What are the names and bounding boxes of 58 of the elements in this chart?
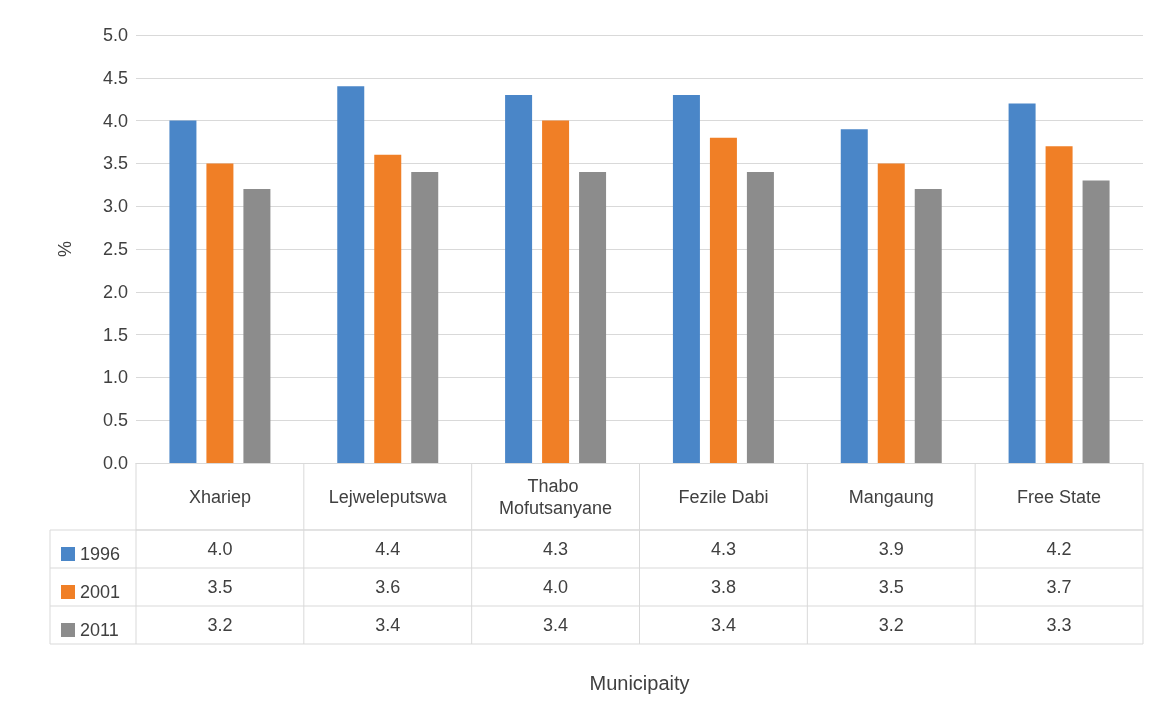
bar: [672, 94, 700, 463]
bar: [169, 120, 197, 463]
x-tick-label: Thabo Mofutsanyane: [499, 475, 613, 518]
data-label: 3.7: [1046, 577, 1072, 597]
bar: [411, 171, 439, 463]
y-tick-label: 2.0: [102, 281, 128, 302]
data-label: 4.3: [543, 539, 569, 559]
bar: [1082, 180, 1110, 463]
x-tick-label: Lejweleputswa: [328, 486, 448, 507]
bar: [206, 163, 234, 463]
data-label: 3.5: [207, 577, 233, 597]
data-label: 4.0: [543, 577, 569, 597]
bar: [914, 189, 942, 463]
data-label: 3.8: [710, 577, 736, 597]
legend-label: 1996: [80, 544, 121, 564]
data-label: 3.4: [543, 615, 569, 635]
bar: [709, 137, 737, 463]
bar: [1045, 146, 1073, 463]
bar: [337, 86, 365, 463]
y-tick-label: 1.5: [102, 324, 128, 345]
legend-label: 2001: [80, 582, 121, 602]
data-label: 3.2: [207, 615, 233, 635]
y-tick-label: 4.5: [102, 67, 128, 88]
bar: [877, 163, 905, 463]
y-tick-label: 2.5: [102, 239, 128, 259]
data-label: 4.0: [207, 539, 233, 559]
y-tick-label: 5.0: [102, 25, 128, 45]
y-tick-label: 3.5: [102, 153, 128, 174]
bar: [243, 189, 271, 463]
data-label: 3.3: [1046, 615, 1072, 635]
data-label: 3.4: [710, 615, 736, 635]
y-tick-label: 0.0: [102, 453, 128, 473]
x-tick-label: Fezile Dabi: [678, 486, 769, 507]
data-label: 3.9: [878, 539, 904, 559]
data-label: 3.2: [878, 615, 904, 635]
data-label: 4.4: [375, 539, 401, 559]
data-label: 3.4: [375, 615, 401, 635]
data-label: 4.2: [1046, 539, 1072, 559]
bar: [746, 171, 774, 463]
x-tick-label: Mangaung: [848, 486, 934, 507]
y-tick-label: 4.0: [102, 110, 128, 131]
bar: [840, 129, 868, 463]
data-label: 3.6: [375, 577, 401, 597]
bar: [542, 120, 570, 463]
bar: [579, 171, 607, 463]
bar: [1008, 103, 1036, 463]
y-tick-label: 3.0: [102, 196, 128, 217]
x-tick-label: Free State: [1017, 486, 1102, 507]
x-tick-label: Xhariep: [188, 486, 251, 507]
y-tick-label: 1.0: [102, 367, 128, 388]
legend-label: 2011: [80, 620, 119, 640]
y-axis-title: %: [55, 240, 75, 258]
bar: [505, 94, 533, 463]
text: Municipaity: [589, 672, 690, 694]
data-label: 3.5: [878, 577, 904, 597]
bar: [374, 154, 402, 463]
y-tick-label: 0.5: [102, 410, 128, 431]
data-label: 4.3: [710, 539, 736, 559]
